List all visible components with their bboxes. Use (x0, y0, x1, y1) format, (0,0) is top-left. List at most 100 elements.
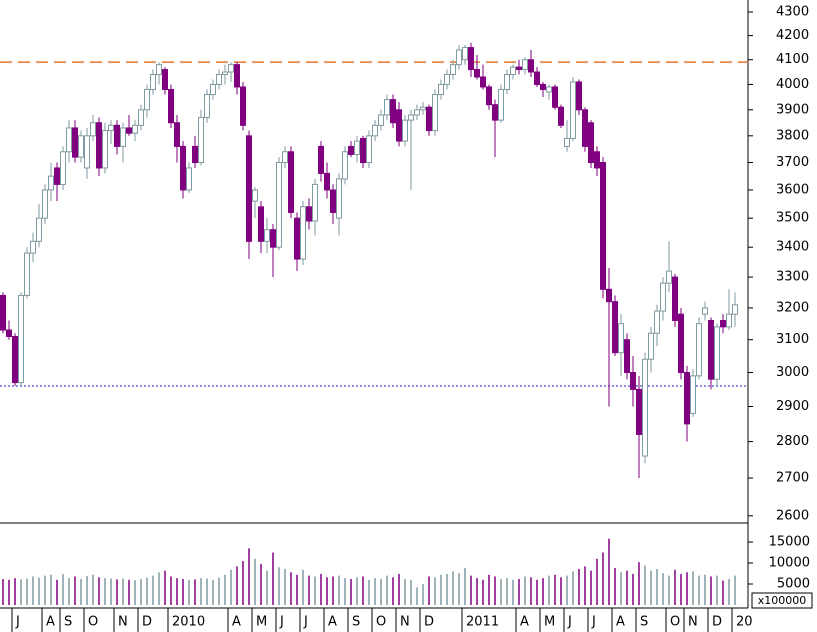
candle-body (180, 145, 186, 191)
candle-body (324, 172, 330, 191)
candle-body (372, 124, 378, 137)
x-tick-label: S (640, 615, 648, 630)
candle-body (402, 119, 408, 142)
candle-body (540, 83, 546, 90)
candle-body (156, 64, 162, 75)
candle-body (600, 162, 606, 290)
volume-unit: x100000 (758, 594, 807, 607)
x-tick-label: S (352, 615, 360, 630)
candle-body (84, 135, 90, 169)
candle-body (222, 71, 228, 75)
candle-body (120, 127, 126, 147)
candle-body (582, 109, 588, 147)
candle-body (144, 88, 150, 111)
candle-body (12, 335, 18, 384)
x-tick-label: 20 (736, 615, 753, 630)
candle-body (510, 66, 516, 75)
volume-tick-label: 5000 (777, 577, 810, 592)
candle-body (342, 151, 348, 180)
x-tick-label: 2010 (172, 615, 205, 630)
candle-body (390, 99, 396, 124)
candle-body (336, 178, 342, 219)
candle-body (420, 106, 426, 111)
candle-body (546, 86, 552, 93)
candle-body (294, 217, 300, 260)
candle-body (312, 183, 318, 222)
candle-body (108, 124, 114, 132)
candle-body (414, 109, 420, 116)
candle-body (282, 151, 288, 164)
candle-body (444, 73, 450, 85)
candle-body (684, 372, 690, 425)
candle-body (72, 127, 78, 158)
candle-body (714, 326, 720, 380)
x-tick-label: M (544, 615, 555, 630)
candle-body (18, 294, 24, 384)
x-tick-label: A (616, 615, 625, 630)
candle-body (90, 122, 96, 137)
candle-body (114, 124, 120, 147)
candle-body (24, 252, 30, 296)
candle-body (660, 282, 666, 312)
candle-body (198, 117, 204, 164)
candle-body (672, 276, 678, 321)
candle-body (78, 135, 84, 158)
candle-body (168, 88, 174, 124)
candle-body (462, 47, 468, 61)
candle-body (516, 66, 522, 71)
candle-body (726, 313, 732, 328)
candle-body (48, 175, 54, 191)
y-tick-label: 4000 (776, 77, 809, 92)
candle-body (708, 319, 714, 380)
y-tick-label: 3700 (776, 155, 809, 170)
y-tick-label: 2600 (776, 508, 809, 523)
candle-body (348, 145, 354, 155)
y-tick-label: 2900 (776, 399, 809, 414)
candle-body (210, 83, 216, 96)
volume-unit-box (751, 592, 813, 609)
candle-body (300, 206, 306, 260)
x-tick-label: O (670, 615, 680, 630)
candle-body (642, 358, 648, 457)
candle-body (606, 288, 612, 303)
y-tick-label: 4100 (776, 52, 809, 67)
candle-body (696, 323, 702, 377)
candle-body (678, 313, 684, 374)
y-tick-label: 3100 (776, 332, 809, 347)
candle-body (234, 64, 240, 88)
x-tick-label: S (64, 615, 72, 630)
candle-body (330, 189, 336, 213)
candle-body (432, 94, 438, 132)
x-tick-label: D (712, 615, 722, 630)
x-tick-label: N (118, 615, 128, 630)
candle-body (558, 106, 564, 126)
candle-body (552, 86, 558, 108)
candle-body (42, 189, 48, 219)
x-tick-label: M (256, 615, 267, 630)
y-tick-label: 3900 (776, 102, 809, 117)
candle-body (630, 372, 636, 390)
candle-body (276, 162, 282, 248)
x-tick-label: O (88, 615, 98, 630)
candle-body (6, 329, 12, 337)
candle-body (354, 140, 360, 155)
y-tick-label: 4300 (776, 5, 809, 20)
candle-body (216, 73, 222, 85)
candle-body (492, 104, 498, 121)
candle-body (0, 294, 6, 331)
x-tick-label: A (46, 615, 55, 630)
candle-body (654, 310, 660, 334)
candle-body (174, 122, 180, 147)
x-tick-label: D (142, 615, 152, 630)
volume-tick-label: 15000 (769, 535, 810, 550)
y-tick-label: 3600 (776, 182, 809, 197)
candle-body (246, 135, 252, 242)
candle-body (690, 375, 696, 414)
x-tick-label: J (567, 615, 572, 630)
candle-body (132, 124, 138, 134)
y-tick-label: 3300 (776, 270, 809, 285)
x-tick-label: J (303, 615, 308, 630)
x-tick-label: J (591, 615, 596, 630)
